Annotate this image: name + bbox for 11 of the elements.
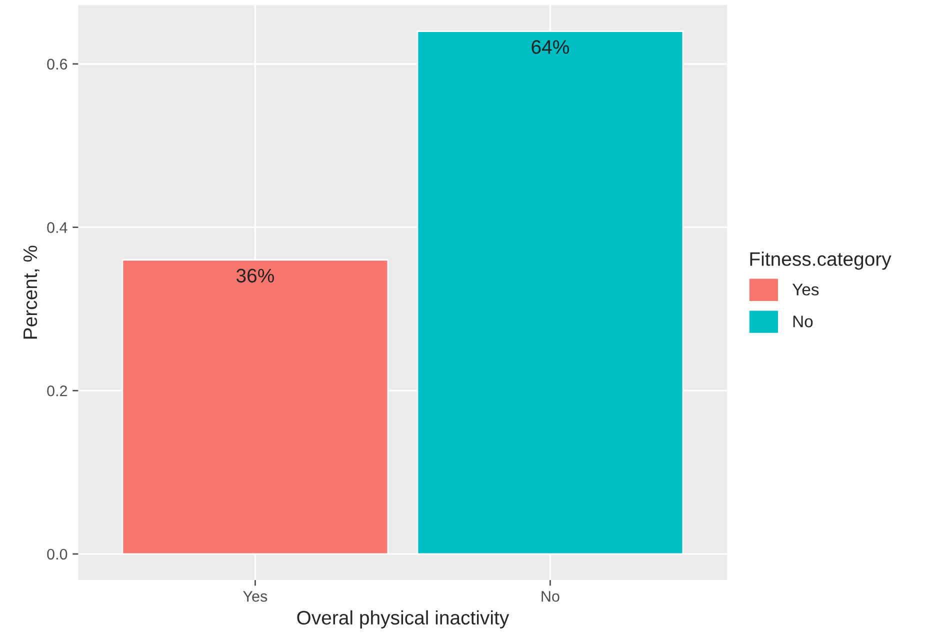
y-tick-label: 0.4 — [47, 222, 68, 233]
x-axis-title: Overal physical inactivity — [297, 610, 510, 628]
y-tick-label: 0.6 — [47, 58, 68, 70]
legend-label: No — [793, 316, 813, 328]
legend-label: Yes — [792, 284, 819, 296]
data-label: 36% — [236, 268, 274, 283]
legend-title: Fitness.category — [750, 252, 892, 270]
y-tick-label: 0.0 — [47, 548, 68, 560]
y-axis-title: Percent, % — [23, 246, 40, 339]
y-tick-label: 0.2 — [47, 385, 68, 396]
data-label: 64% — [532, 40, 569, 54]
